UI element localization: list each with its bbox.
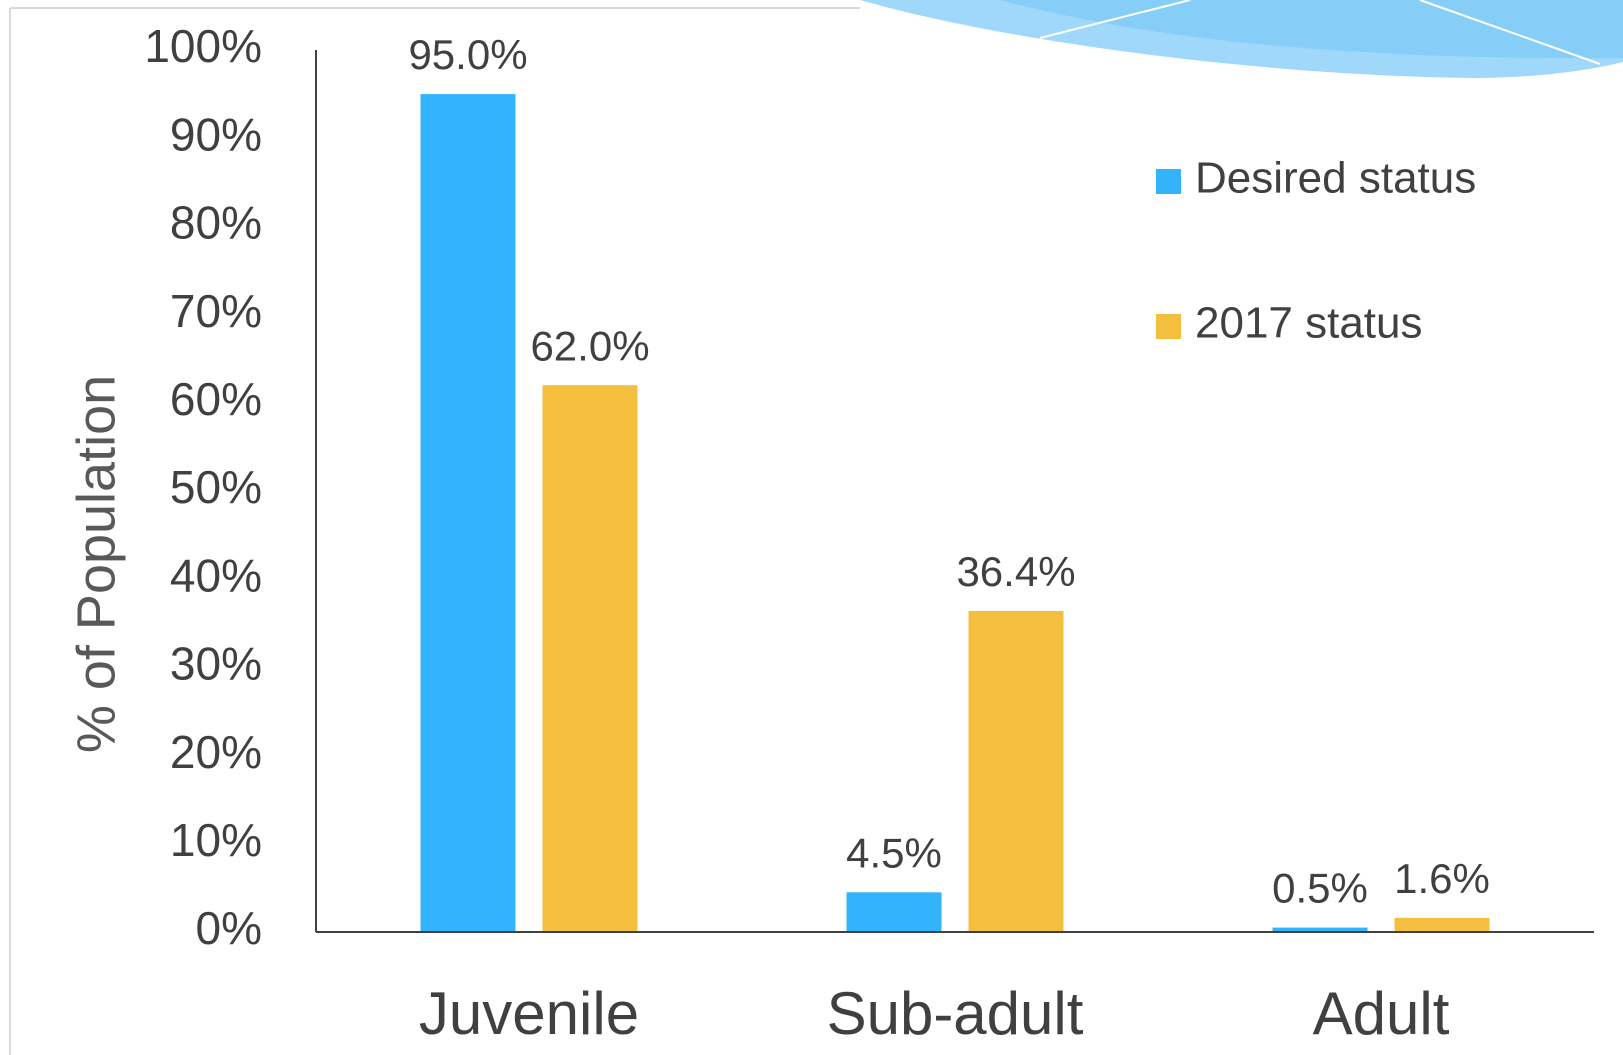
data-label: 62.0%	[530, 322, 649, 369]
y-tick-label: 30%	[170, 638, 262, 690]
y-tick-label: 90%	[170, 108, 262, 160]
y-tick-label: 0%	[196, 902, 262, 954]
data-label: 36.4%	[956, 548, 1075, 595]
data-label: 1.6%	[1394, 855, 1490, 902]
y-tick-label: 70%	[170, 285, 262, 337]
legend-label: 2017 status	[1195, 299, 1423, 348]
bar	[968, 610, 1064, 932]
y-tick-label: 50%	[170, 461, 262, 513]
data-label: 95.0%	[408, 31, 527, 78]
legend-swatch	[1156, 169, 1181, 194]
data-label: 0.5%	[1272, 865, 1368, 912]
x-tick-label: Sub-adult	[827, 980, 1084, 1047]
decoration	[9, 0, 1623, 1055]
y-tick-label: 80%	[170, 197, 262, 249]
bar	[1394, 917, 1490, 932]
y-tick-label: 100%	[144, 20, 262, 72]
y-axis-title: % of Population	[66, 375, 126, 753]
bar	[420, 94, 516, 933]
y-tick-label: 60%	[170, 373, 262, 425]
data-label: 4.5%	[846, 829, 942, 876]
x-tick-label: Adult	[1313, 980, 1450, 1047]
bar	[1272, 927, 1368, 932]
bar	[846, 892, 942, 932]
bar	[542, 385, 638, 932]
y-tick-label: 20%	[170, 726, 262, 778]
y-tick-label: 10%	[170, 814, 262, 866]
y-tick-label: 40%	[170, 549, 262, 601]
x-tick-label: Juvenile	[419, 980, 639, 1047]
legend-label: Desired status	[1195, 154, 1476, 203]
legend-swatch	[1156, 314, 1181, 339]
